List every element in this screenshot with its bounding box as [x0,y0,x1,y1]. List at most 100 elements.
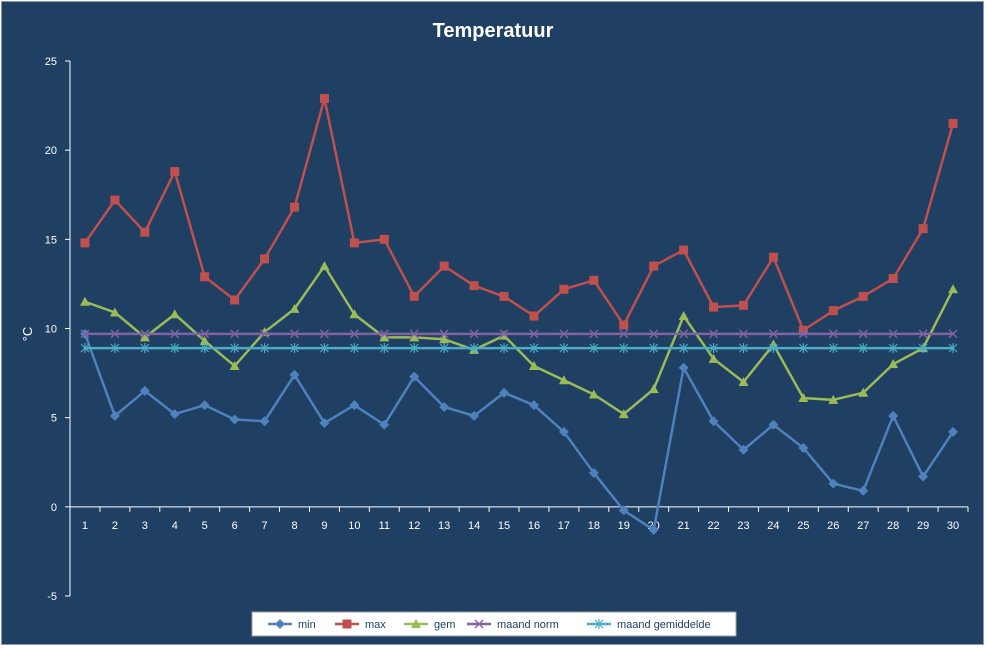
legend-label-maand-gemiddelde: maand gemiddelde [617,619,711,631]
data-point-maand-norm [529,329,539,339]
data-point-maand-gemiddelde [170,343,180,354]
data-point-maand-gemiddelde [739,343,748,354]
legend-label-maand-norm: maand norm [497,619,559,631]
data-point-max [739,300,748,310]
data-point-max [589,275,599,285]
data-point-gem [798,393,809,403]
data-point-max [559,284,569,294]
data-point-max [529,311,539,321]
data-point-maand-norm [888,329,898,339]
data-point-gem [289,303,300,313]
x-tick-label: 16 [528,520,540,532]
data-point-gem [229,360,240,370]
x-tick-label: 11 [379,520,390,532]
data-point-maand-gemiddelde [140,343,150,354]
data-point-min [828,478,839,489]
data-point-maand-gemiddelde [619,343,629,354]
data-point-max [409,291,419,301]
data-point-maand-gemiddelde [230,343,240,354]
data-point-maand-gemiddelde [589,343,599,354]
data-point-maand-gemiddelde [349,343,359,354]
data-point-min [379,419,390,430]
legend-marker-maand-norm [474,619,484,629]
x-tick-label: 18 [588,520,600,532]
x-tick-label: 7 [262,520,268,532]
series-maand-norm [80,329,958,339]
y-tick-label: 25 [45,56,57,68]
data-point-gem [588,389,599,399]
data-point-min [139,385,150,396]
data-point-min [798,442,809,453]
x-tick-label: 12 [408,520,420,532]
data-point-min [469,410,480,421]
x-tick-label: 28 [887,520,899,532]
data-point-gem [528,360,539,370]
x-tick-label: 15 [498,520,510,532]
data-point-maand-norm [290,329,299,339]
data-point-max [319,93,329,103]
data-point-maand-gemiddelde [679,343,689,354]
data-point-gem [738,377,749,386]
y-tick-label: -5 [47,591,57,603]
data-point-min [169,409,180,420]
data-point-maand-norm [828,329,838,339]
data-point-maand-gemiddelde [200,343,210,354]
x-tick-label: 1 [82,520,88,532]
legend-label-max: max [365,619,386,631]
data-point-min [558,426,569,437]
y-tick-label: 0 [51,502,57,514]
legend-marker-min [275,619,285,629]
y-tick-label: 10 [45,324,57,336]
chart-title: Temperatuur [433,20,554,42]
series-line-min [83,333,955,532]
data-point-maand-norm [469,329,479,339]
data-point-max [140,227,150,237]
data-point-max [439,261,449,271]
data-point-maand-gemiddelde [798,343,808,354]
data-point-gem [499,330,510,340]
data-point-maand-norm [559,329,569,339]
data-point-min [528,400,539,411]
data-point-min [229,414,240,425]
data-point-maand-norm [409,329,419,339]
data-point-maand-norm [379,329,389,339]
data-point-min [678,362,689,373]
data-point-max [499,291,509,301]
legend-box [251,611,737,637]
data-point-min [439,401,450,412]
data-point-min [618,505,629,516]
data-point-maand-norm [140,329,150,339]
data-point-min [289,369,300,380]
x-tick-label: 27 [857,520,869,532]
data-point-maand-norm [230,329,240,339]
data-point-maand-norm [170,329,180,339]
y-tick-label: 20 [45,145,57,157]
legend: min max gem maand norm maand gemiddelde [251,611,737,637]
data-point-maand-gemiddelde [499,343,509,354]
series-line-gem [84,264,955,416]
series-min [79,328,959,536]
data-point-maand-norm [649,329,659,339]
x-tick-label: 17 [558,520,570,532]
data-point-gem [948,284,959,294]
data-point-maand-gemiddelde [948,343,958,354]
data-point-max [768,252,778,262]
data-point-gem [199,335,210,345]
data-point-min [588,467,599,478]
data-point-maand-norm [948,329,958,339]
data-point-maand-gemiddelde [529,343,539,354]
data-point-gem [558,375,569,385]
data-point-maand-gemiddelde [709,343,718,354]
x-tick-label: 21 [678,520,690,532]
data-point-gem [349,309,360,319]
series-maand-gemiddelde [80,343,958,354]
data-point-maand-norm [439,329,449,339]
data-point-maand-norm [319,329,329,339]
x-tick-label: 2 [112,520,118,532]
data-point-max [80,238,90,248]
x-tick-label: 8 [291,520,297,532]
data-point-maand-gemiddelde [260,343,269,354]
data-point-min [499,387,510,398]
